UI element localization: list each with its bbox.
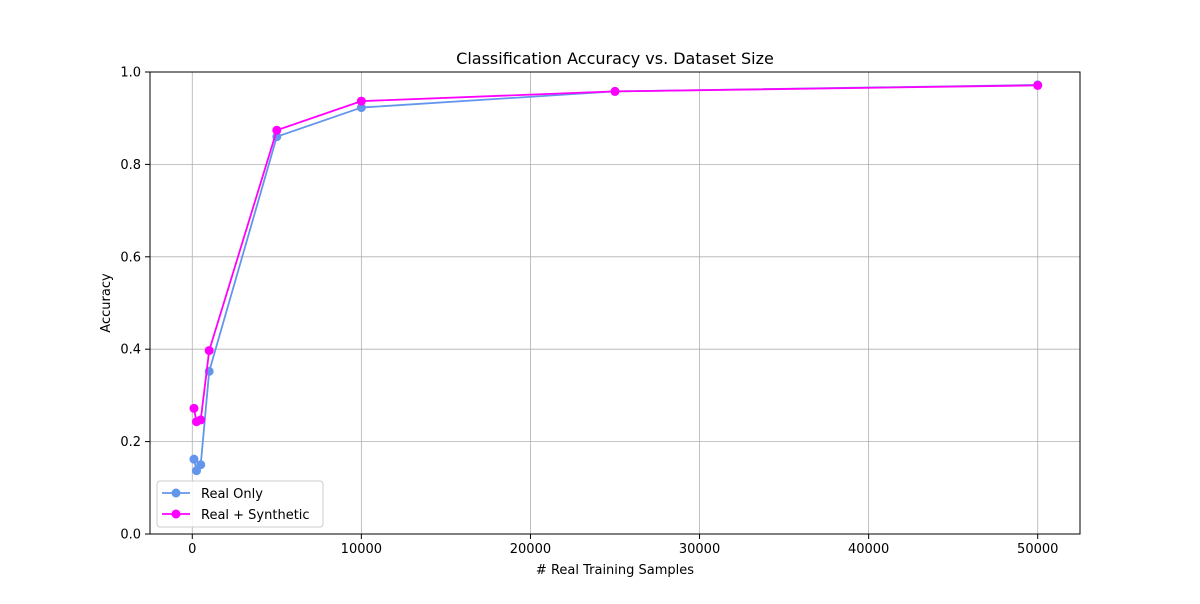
data-point-real-synthetic bbox=[189, 403, 199, 413]
chart-title: Classification Accuracy vs. Dataset Size bbox=[456, 49, 774, 68]
y-tick-label: 0.4 bbox=[120, 343, 141, 358]
axis-ticks: 0 10000 20000 30000 40000 50000 0.0 0.2 0.4 0.6 0.… bbox=[120, 66, 1058, 558]
data-point-real-only bbox=[356, 103, 366, 113]
y-axis-label: Accuracy bbox=[99, 273, 114, 333]
series-real-synthetic bbox=[189, 80, 1043, 427]
legend-box bbox=[156, 480, 324, 528]
x-tick-label: 50000 bbox=[1017, 542, 1058, 557]
legend: Real Only Real + Synthetic bbox=[156, 480, 324, 528]
x-tick-label: 10000 bbox=[341, 542, 382, 557]
y-tick-label: 0.0 bbox=[120, 528, 141, 543]
y-tick-label: 0.6 bbox=[120, 250, 141, 265]
series-layer bbox=[189, 80, 1043, 476]
y-tick-label: 0.2 bbox=[120, 435, 141, 450]
legend-marker-real-synthetic bbox=[171, 509, 181, 519]
legend-label-real-synthetic: Real + Synthetic bbox=[201, 508, 310, 523]
x-tick-label: 30000 bbox=[679, 542, 720, 557]
data-point-real-synthetic bbox=[196, 415, 206, 425]
data-point-real-synthetic bbox=[610, 86, 620, 96]
data-point-real-only bbox=[196, 460, 206, 470]
x-tick-label: 0 bbox=[188, 542, 196, 557]
data-point-real-only bbox=[189, 454, 199, 464]
data-point-real-synthetic bbox=[356, 96, 366, 106]
legend-label-real-only: Real Only bbox=[201, 487, 263, 502]
data-point-real-synthetic bbox=[1033, 80, 1043, 90]
data-point-real-synthetic bbox=[272, 125, 282, 135]
legend-marker-real-only bbox=[171, 488, 181, 498]
plot-area-frame bbox=[149, 71, 1081, 535]
x-tick-label: 20000 bbox=[510, 542, 551, 557]
y-tick-label: 1.0 bbox=[120, 66, 141, 81]
x-axis-label: # Real Training Samples bbox=[536, 563, 694, 578]
x-tick-label: 40000 bbox=[848, 542, 889, 557]
y-tick-label: 0.8 bbox=[120, 158, 141, 173]
data-point-real-synthetic bbox=[204, 346, 214, 356]
